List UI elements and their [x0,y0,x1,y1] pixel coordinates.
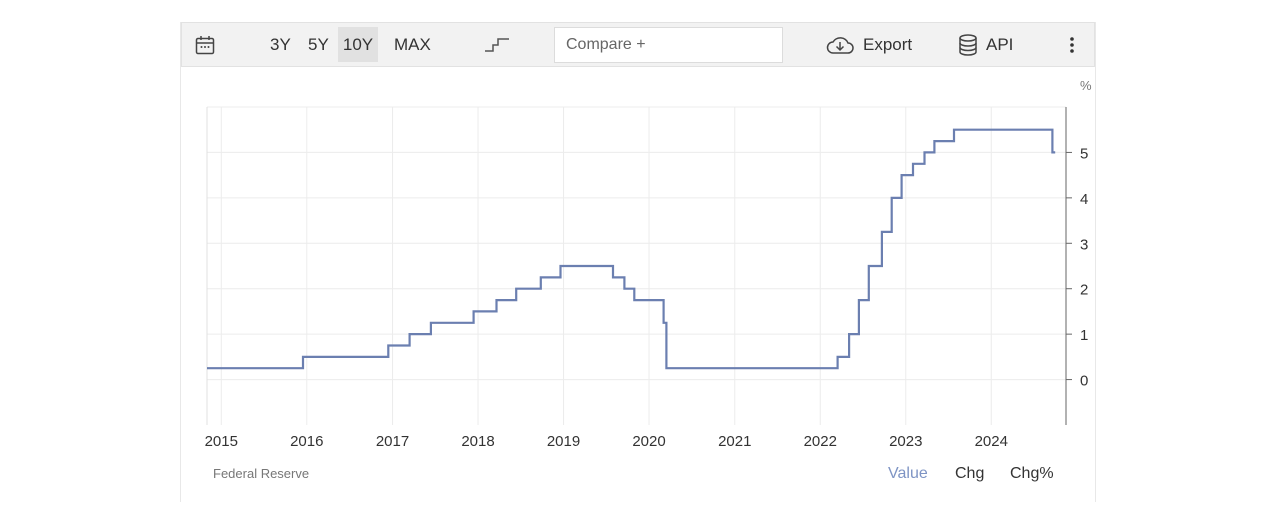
compare-input[interactable] [554,27,783,63]
chart-series [207,128,1056,370]
tab-value[interactable]: Value [888,465,928,482]
y-tick-label: 0 [1080,373,1088,390]
chart-grid [206,106,1066,425]
export-label: Export [863,34,913,54]
x-tick-label: 2023 [889,433,922,450]
step-line-icon[interactable] [484,23,510,66]
y-tick-label: 2 [1080,282,1088,299]
x-tick-label: 2022 [804,433,837,450]
y-tick-label: 5 [1080,145,1088,162]
range-5y-button[interactable]: 5Y [308,34,329,54]
series-line [207,128,1056,370]
tab-chg[interactable]: Chg [955,465,985,482]
calendar-icon[interactable] [195,23,215,66]
source-label: Federal Reserve [213,466,310,481]
chart-tick-labels: 0 1 2 3 4 5 2015 2016 2017 2018 2019 2020 2021 2022 20… [205,78,1092,450]
x-tick-label: 2019 [547,433,580,450]
chart-widget: 3Y 5Y 10Y MAX Export [180,22,1096,502]
range-10y-button[interactable]: 10Y [338,27,378,62]
x-tick-label: 2015 [205,433,238,450]
chart-axes [1065,107,1072,425]
api-label: API [986,34,1014,54]
chart-toolbar: 3Y 5Y 10Y MAX Export [181,22,1095,67]
y-tick-label: 4 [1080,191,1088,208]
api-button[interactable]: API [959,23,1013,66]
x-tick-label: 2017 [376,433,409,450]
x-tick-label: 2016 [290,433,323,450]
line-chart: 0 1 2 3 4 5 2015 2016 2017 2018 2019 2020 2021 2022 20… [205,78,1092,450]
range-max-button[interactable]: MAX [394,34,431,54]
tab-chg-pct[interactable]: Chg% [1010,465,1054,482]
y-tick-label: 3 [1080,236,1088,253]
x-tick-label: 2018 [461,433,494,450]
x-tick-label: 2024 [975,433,1008,450]
more-vertical-icon[interactable] [1069,23,1075,66]
x-tick-label: 2020 [632,433,665,450]
y-tick-label: 1 [1080,327,1088,344]
cloud-download-icon [825,35,855,55]
export-button[interactable]: Export [825,23,912,66]
y-unit-label: % [1080,78,1092,93]
database-icon [959,33,977,56]
x-tick-label: 2021 [718,433,751,450]
range-3y-button[interactable]: 3Y [270,34,291,54]
